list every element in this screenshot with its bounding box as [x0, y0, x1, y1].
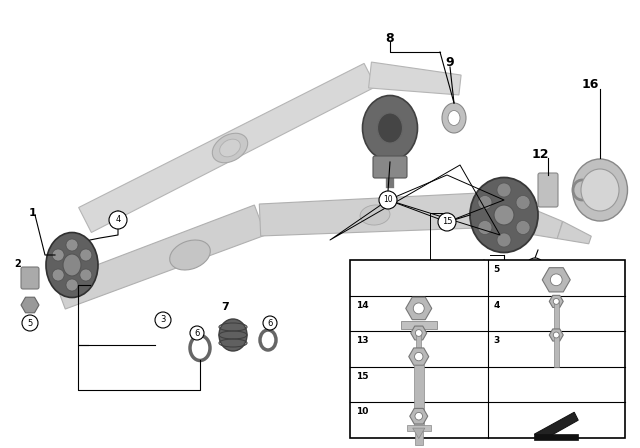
- Circle shape: [66, 239, 78, 251]
- Bar: [554, 335, 559, 367]
- Text: 9: 9: [445, 56, 454, 69]
- FancyBboxPatch shape: [21, 267, 39, 289]
- Text: 14: 14: [530, 263, 540, 271]
- Bar: [401, 321, 436, 329]
- Ellipse shape: [220, 139, 241, 157]
- Polygon shape: [79, 64, 376, 233]
- Circle shape: [415, 330, 422, 336]
- Circle shape: [80, 269, 92, 281]
- Bar: [350, 260, 625, 438]
- Text: 8: 8: [386, 31, 394, 44]
- Circle shape: [554, 298, 559, 304]
- Text: 14: 14: [356, 301, 369, 310]
- Text: 13: 13: [356, 336, 369, 345]
- Circle shape: [66, 279, 78, 291]
- Circle shape: [438, 213, 456, 231]
- Ellipse shape: [448, 111, 460, 125]
- Text: 10: 10: [383, 195, 393, 204]
- Circle shape: [415, 353, 423, 361]
- Circle shape: [494, 205, 514, 225]
- Text: 6: 6: [268, 319, 273, 327]
- Circle shape: [497, 233, 511, 247]
- Bar: [534, 434, 579, 440]
- Circle shape: [379, 191, 397, 209]
- Circle shape: [190, 326, 204, 340]
- Ellipse shape: [442, 103, 466, 133]
- Text: 1: 1: [29, 208, 37, 218]
- Circle shape: [80, 249, 92, 261]
- Text: 7: 7: [221, 302, 229, 312]
- Text: 12: 12: [531, 148, 548, 161]
- Text: 4: 4: [115, 215, 120, 224]
- Circle shape: [526, 258, 544, 276]
- FancyBboxPatch shape: [538, 173, 558, 207]
- Text: 2: 2: [15, 259, 21, 269]
- Circle shape: [550, 274, 562, 286]
- Bar: [416, 333, 421, 373]
- Circle shape: [478, 220, 492, 234]
- Circle shape: [554, 332, 559, 338]
- Circle shape: [52, 269, 64, 281]
- Text: 5: 5: [493, 265, 500, 274]
- Ellipse shape: [63, 254, 81, 276]
- FancyBboxPatch shape: [373, 156, 407, 178]
- Circle shape: [22, 315, 38, 331]
- Polygon shape: [55, 205, 266, 309]
- Text: 16: 16: [581, 78, 598, 91]
- Text: 10: 10: [356, 407, 369, 416]
- Ellipse shape: [581, 169, 619, 211]
- Circle shape: [497, 183, 511, 197]
- Ellipse shape: [573, 159, 627, 221]
- Text: 5: 5: [28, 319, 33, 327]
- Circle shape: [413, 303, 424, 314]
- Ellipse shape: [378, 113, 403, 143]
- Circle shape: [52, 249, 64, 261]
- Text: 13: 13: [470, 273, 481, 283]
- Bar: [407, 425, 431, 431]
- Bar: [413, 365, 424, 430]
- Text: 3: 3: [160, 315, 166, 324]
- Circle shape: [263, 316, 277, 330]
- Ellipse shape: [170, 240, 211, 270]
- Ellipse shape: [360, 205, 390, 225]
- Text: 11: 11: [495, 298, 513, 311]
- Text: 15: 15: [356, 372, 369, 381]
- Ellipse shape: [46, 233, 98, 297]
- Circle shape: [467, 269, 485, 287]
- Polygon shape: [485, 193, 563, 239]
- Text: 3: 3: [493, 336, 500, 345]
- Text: 6: 6: [195, 328, 200, 337]
- Circle shape: [109, 211, 127, 229]
- Bar: [554, 302, 559, 333]
- Text: 4: 4: [493, 301, 500, 310]
- Circle shape: [155, 312, 171, 328]
- Polygon shape: [557, 221, 591, 244]
- Polygon shape: [369, 62, 461, 95]
- Polygon shape: [534, 412, 579, 438]
- Circle shape: [516, 195, 530, 210]
- Text: 15: 15: [442, 217, 452, 227]
- Ellipse shape: [470, 177, 538, 253]
- Polygon shape: [259, 193, 491, 236]
- Circle shape: [415, 413, 422, 420]
- Ellipse shape: [362, 95, 417, 160]
- Circle shape: [478, 195, 492, 210]
- Ellipse shape: [219, 319, 247, 351]
- Circle shape: [516, 220, 530, 234]
- Bar: [415, 431, 423, 445]
- Ellipse shape: [212, 133, 248, 163]
